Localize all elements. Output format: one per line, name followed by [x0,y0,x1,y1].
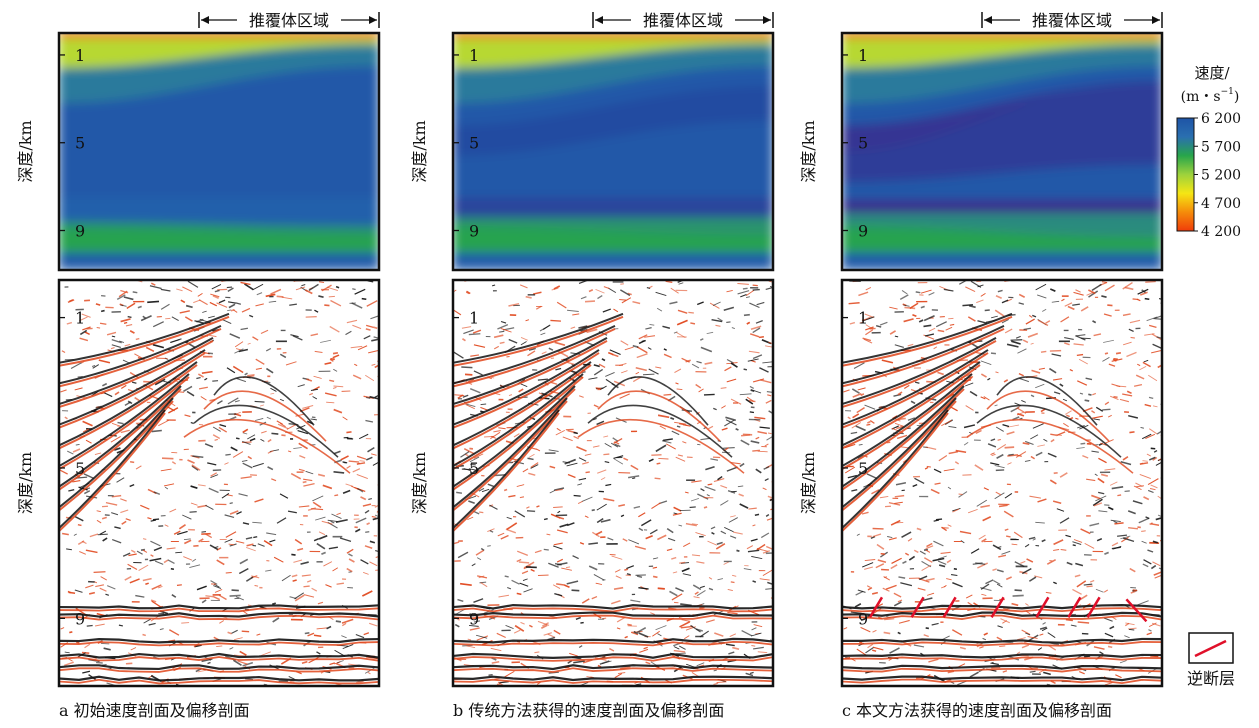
y-tick-label: 1 [469,309,479,328]
velocity-frame [57,31,381,272]
y-tick-label: 9 [858,609,868,628]
panel-caption: c 本文方法获得的速度剖面及偏移剖面 [842,701,1112,720]
y-tick-label: 1 [858,46,868,65]
velocity-layer [59,33,379,69]
region-label: 推覆体区域 [1032,11,1112,30]
panel-b: 推覆体区域 1 5 9 深度/km 1 5 9 深度/km b 传统方法获得的速度剖面及偏移剖面 [410,11,775,720]
y-tick-label: 9 [75,609,85,628]
migration-frame [451,278,775,688]
y-tick-label: 5 [469,134,479,153]
colorbar-tick-label: 4 700 [1201,196,1241,212]
y-axis-label: 深度/km [799,452,818,514]
y-tick-label: 5 [858,134,868,153]
migration-frame [840,278,1164,688]
panel-c: 推覆体区域 1 5 9 深度/km 1 5 9 深度/km c 本文方法获得的速度剖面及偏移剖面 [799,11,1164,720]
region-arrowhead-right [369,16,377,24]
colorbar-units: (m・s−1) [1181,87,1240,105]
region-label: 推覆体区域 [249,11,329,30]
y-tick-label: 9 [469,222,479,241]
y-tick-label: 1 [469,46,479,65]
y-tick-label: 9 [469,609,479,628]
y-axis-label: 深度/km [410,452,429,514]
region-arrowhead-right [1152,16,1160,24]
velocity-layer [453,33,773,69]
legend-label: 逆断层 [1187,669,1235,688]
fault-marker [868,596,884,618]
panel-a: 推覆体区域 1 5 9 深度/km 1 5 9 深度/km a 初始速度剖面及偏移剖面 [16,11,381,720]
migration-section-a [59,280,379,686]
fault-marker [990,596,1005,618]
y-axis-label: 深度/km [410,120,429,182]
fault-marker [910,596,925,618]
migration-section-c [842,280,1162,686]
colorbar-tick-label: 6 200 [1201,111,1241,127]
fault-marker [1067,596,1082,618]
panel-caption: b 传统方法获得的速度剖面及偏移剖面 [453,701,724,720]
colorbar-title: 速度/ [1194,64,1230,82]
legend-fault-symbol [1194,639,1227,658]
y-axis-label: 深度/km [16,120,35,182]
y-tick-label: 5 [858,459,868,478]
colorbar-tick-label: 5 700 [1201,139,1241,155]
region-arrowhead-left [201,16,209,24]
velocity-section-a [59,33,379,270]
velocity-frame [451,31,775,272]
y-tick-label: 1 [75,309,85,328]
fault-marker [942,596,957,618]
region-arrowhead-left [984,16,992,24]
fault-marker [1086,596,1101,618]
y-tick-label: 1 [858,309,868,328]
migration-section-b [453,280,773,686]
colorbar-gradient [1176,117,1195,232]
region-label: 推覆体区域 [643,11,723,30]
panels-group: 推覆体区域 1 5 9 深度/km 1 5 9 深度/km a 初始速度剖面及偏移剖面 推覆体区域 1… [16,11,1164,720]
y-tick-label: 1 [75,46,85,65]
region-arrowhead-left [595,16,603,24]
velocity-section-b [453,33,773,270]
velocity-layer [842,33,1162,69]
panel-caption: a 初始速度剖面及偏移剖面 [59,701,250,720]
y-axis-label: 深度/km [799,120,818,182]
y-tick-label: 5 [469,459,479,478]
fault-marker [1125,598,1148,623]
fault-marker [1035,596,1050,618]
colorbar: 速度/ (m・s−1) 6 200 5 700 5 200 4 700 4 200 [1176,64,1241,240]
velocity-frame [840,31,1164,272]
y-tick-label: 5 [75,459,85,478]
velocity-section-c [842,33,1162,270]
y-tick-label: 9 [858,222,868,241]
colorbar-tick-label: 4 200 [1201,224,1241,240]
region-arrowhead-right [763,16,771,24]
y-tick-label: 5 [75,134,85,153]
y-axis-label: 深度/km [16,452,35,514]
y-tick-label: 9 [75,222,85,241]
migration-frame [57,278,381,688]
fault-legend: 逆断层 [1187,632,1235,688]
colorbar-tick-label: 5 200 [1201,168,1241,184]
